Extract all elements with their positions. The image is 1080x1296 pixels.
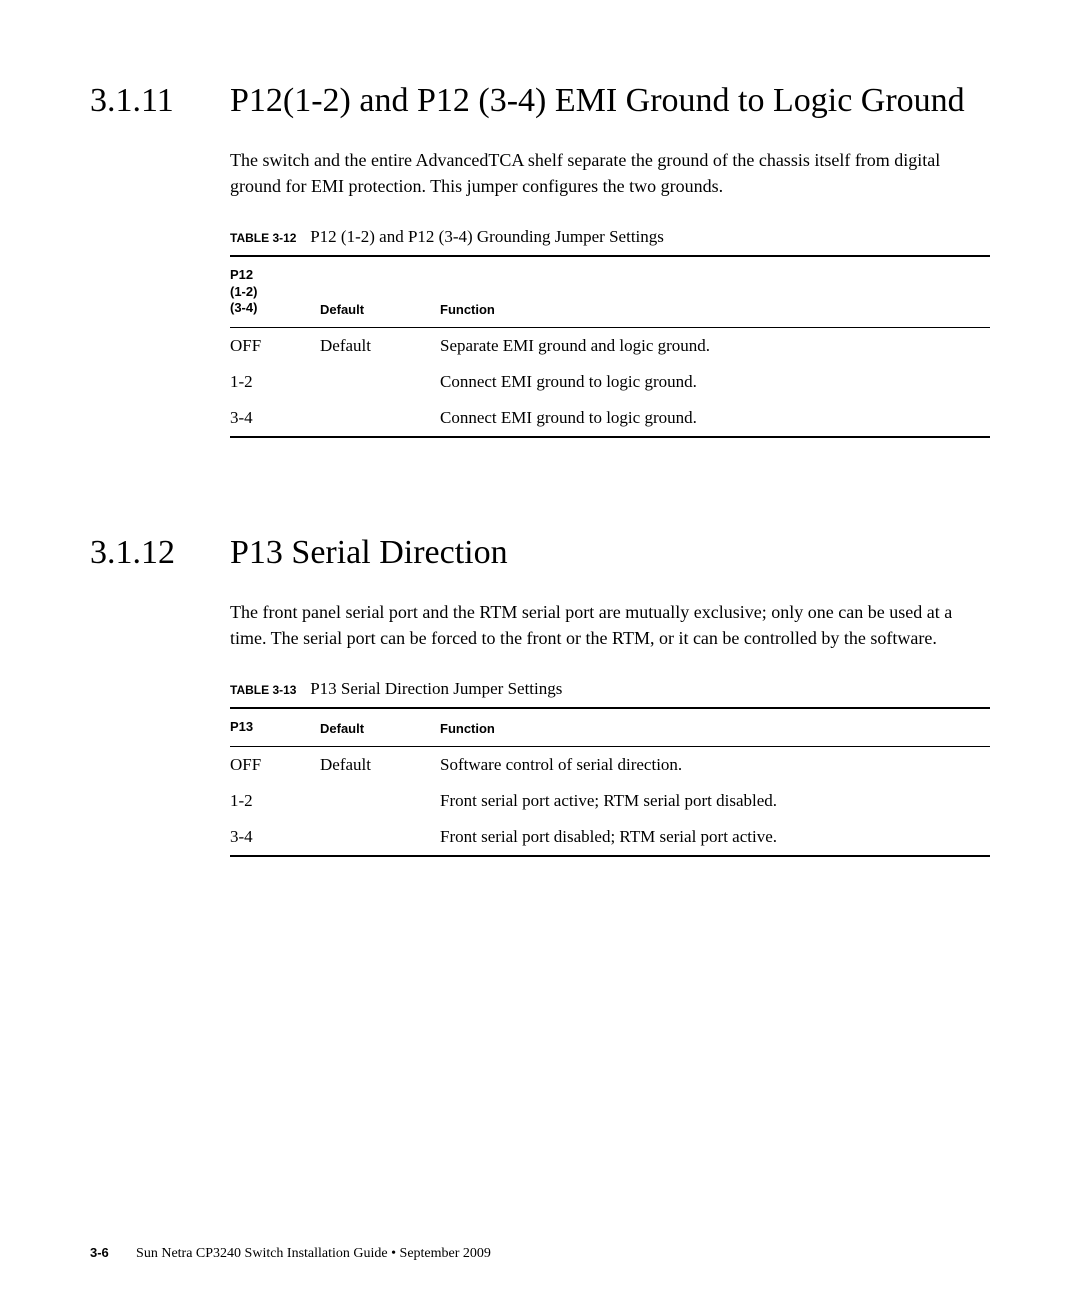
section-title: P12(1-2) and P12 (3-4) EMI Ground to Log…: [230, 80, 965, 123]
table-3-12: P12 (1-2) (3-4) Default Function OFF Def…: [230, 255, 990, 439]
table-header-col2: Default: [320, 256, 440, 328]
table-row: 1-2 Connect EMI ground to logic ground.: [230, 364, 990, 400]
cell: OFF: [230, 746, 320, 783]
section-heading-3-1-12: 3.1.12 P13 Serial Direction: [90, 532, 990, 575]
cell: Software control of serial direction.: [440, 746, 990, 783]
cell: [320, 783, 440, 819]
cell: OFF: [230, 328, 320, 365]
table-row: 3-4 Connect EMI ground to logic ground.: [230, 400, 990, 437]
cell: Connect EMI ground to logic ground.: [440, 364, 990, 400]
table-caption: TABLE 3-13 P13 Serial Direction Jumper S…: [230, 679, 990, 699]
section-heading-3-1-11: 3.1.11 P12(1-2) and P12 (3-4) EMI Ground…: [90, 80, 990, 123]
cell: [320, 400, 440, 437]
table-caption-text: P13 Serial Direction Jumper Settings: [310, 679, 562, 698]
cell: 1-2: [230, 783, 320, 819]
cell: Connect EMI ground to logic ground.: [440, 400, 990, 437]
table-row: OFF Default Software control of serial d…: [230, 746, 990, 783]
section-title: P13 Serial Direction: [230, 532, 508, 575]
section-body: The switch and the entire AdvancedTCA sh…: [230, 147, 990, 199]
table-3-13: P13 Default Function OFF Default Softwar…: [230, 707, 990, 857]
section-number: 3.1.12: [90, 534, 230, 572]
section-body: The front panel serial port and the RTM …: [230, 599, 990, 651]
cell: Default: [320, 746, 440, 783]
cell: [320, 364, 440, 400]
table-header-col1: P13: [230, 708, 320, 746]
table-header-col3: Function: [440, 708, 990, 746]
cell: Front serial port active; RTM serial por…: [440, 783, 990, 819]
footer-text: Sun Netra CP3240 Switch Installation Gui…: [136, 1246, 491, 1261]
cell: 3-4: [230, 400, 320, 437]
table-label: TABLE 3-13: [230, 683, 296, 697]
table-row: 3-4 Front serial port disabled; RTM seri…: [230, 819, 990, 856]
cell: [320, 819, 440, 856]
table-label: TABLE 3-12: [230, 231, 296, 245]
page-footer: 3-6 Sun Netra CP3240 Switch Installation…: [90, 1245, 491, 1262]
table-header-col1: P12 (1-2) (3-4): [230, 256, 320, 328]
section-number: 3.1.11: [90, 82, 230, 120]
cell: Default: [320, 328, 440, 365]
table-row: 1-2 Front serial port active; RTM serial…: [230, 783, 990, 819]
cell: 3-4: [230, 819, 320, 856]
table-header-col3: Function: [440, 256, 990, 328]
table-header-col2: Default: [320, 708, 440, 746]
cell: 1-2: [230, 364, 320, 400]
table-caption: TABLE 3-12 P12 (1-2) and P12 (3-4) Groun…: [230, 227, 990, 247]
cell: Separate EMI ground and logic ground.: [440, 328, 990, 365]
table-row: OFF Default Separate EMI ground and logi…: [230, 328, 990, 365]
page-number: 3-6: [90, 1245, 109, 1260]
table-caption-text: P12 (1-2) and P12 (3-4) Grounding Jumper…: [310, 227, 664, 246]
cell: Front serial port disabled; RTM serial p…: [440, 819, 990, 856]
